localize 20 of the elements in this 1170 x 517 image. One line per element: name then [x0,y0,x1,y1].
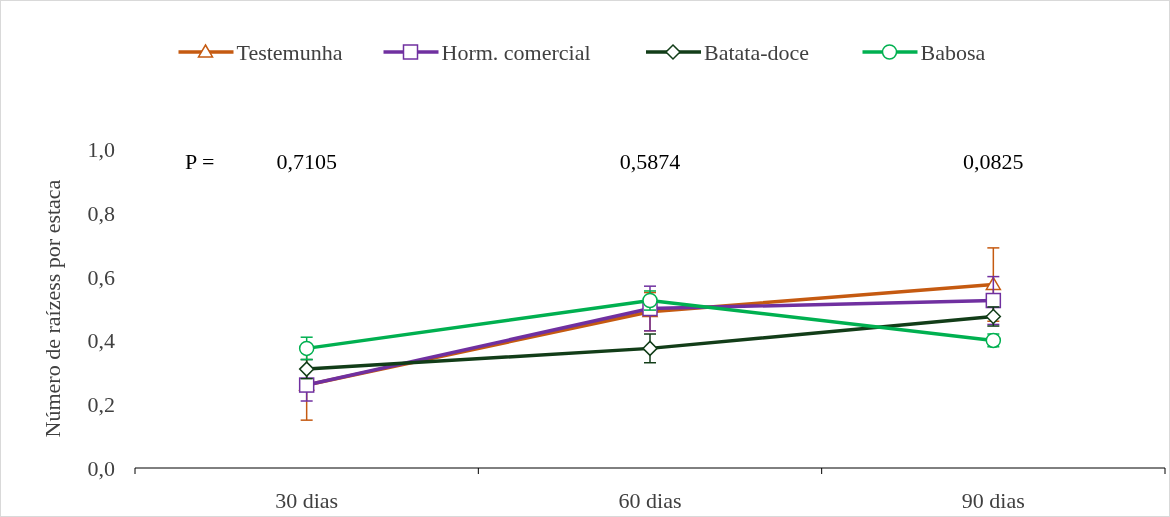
y-tick-label: 0,6 [87,264,115,290]
y-tick-label: 0,8 [87,200,115,226]
y-tick-label: 1,0 [87,137,115,162]
annotation: 0,0825 [963,149,1024,174]
legend-label: Babosa [920,40,986,65]
legend-label: Batata-doce [704,40,810,65]
legend-label: Horm. comercial [441,40,591,65]
x-tick-label: 30 dias [275,488,339,513]
y-tick-label: 0,4 [87,328,115,354]
y-axis-title: Número de raízess por estaca [40,179,65,438]
y-tick-label: 0,2 [87,392,115,418]
x-tick-label: 60 dias [618,488,682,513]
annotation: 0,7105 [276,149,337,174]
annotation: 0,5874 [619,149,681,174]
annotation: P = [185,149,215,174]
point [642,340,658,357]
x-tick-label: 90 dias [961,488,1025,513]
y-tick-label: 0,0 [87,456,115,481]
legend-label: Testemunha [236,40,343,65]
point [298,340,315,357]
